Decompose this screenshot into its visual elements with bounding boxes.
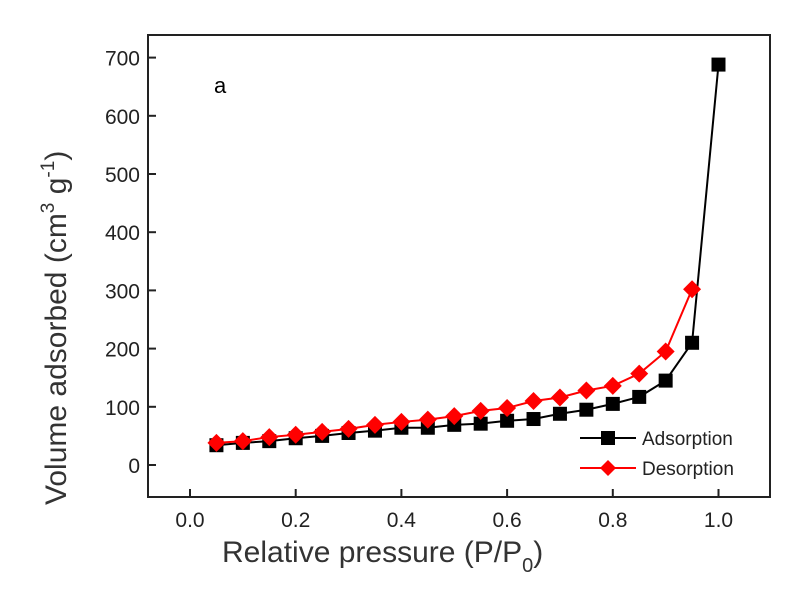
plot-frame: [147, 34, 771, 498]
data-point-adsorption: [552, 406, 567, 421]
data-point-adsorption: [473, 416, 488, 431]
legend-label-adsorption: Adsorption: [642, 429, 733, 450]
x-tick-label: 0.0: [175, 509, 204, 532]
data-point-desorption: [260, 428, 279, 447]
series-line-adsorption: [216, 64, 720, 447]
y-tick-label: 700: [105, 48, 140, 71]
data-point-desorption: [339, 419, 358, 438]
data-point-desorption: [550, 388, 569, 407]
data-point-adsorption: [685, 335, 700, 350]
data-point-desorption: [498, 398, 517, 417]
x-tick-label: 0.2: [281, 509, 310, 532]
y-tick-label: 0: [128, 455, 140, 478]
y-tick-label: 600: [105, 106, 140, 129]
data-point-desorption: [683, 280, 702, 299]
data-point-desorption: [577, 381, 596, 400]
data-point-desorption: [630, 364, 649, 383]
data-point-adsorption: [658, 373, 673, 388]
data-point-desorption: [233, 432, 252, 451]
x-tick-label: 0.4: [387, 509, 417, 532]
data-point-desorption: [471, 401, 490, 420]
legend-label-desorption: Desorption: [642, 459, 734, 480]
data-point-desorption: [392, 412, 411, 431]
data-point-desorption: [313, 422, 332, 441]
y-tick-label: 100: [105, 397, 140, 420]
y-axis-label: Volume adsorbed (cm3 g-1): [38, 151, 73, 505]
data-point-desorption: [207, 433, 226, 452]
y-tick-label: 400: [105, 222, 140, 245]
legend: Adsorption Desorption: [580, 429, 734, 480]
x-tick-label: 1.0: [704, 509, 733, 532]
data-point-adsorption: [500, 413, 515, 428]
legend-marker-adsorption: [601, 431, 615, 445]
legend-marker-desorption: [600, 460, 616, 476]
y-tick-label: 500: [105, 164, 140, 187]
panel-label: a: [214, 73, 227, 98]
data-point-desorption: [524, 391, 543, 410]
data-point-desorption: [418, 410, 437, 429]
data-point-adsorption: [711, 57, 726, 72]
data-point-desorption: [445, 407, 464, 426]
data-point-adsorption: [526, 412, 541, 427]
data-point-desorption: [365, 415, 384, 434]
x-axis-label: Relative pressure (P/P0): [222, 536, 543, 577]
x-tick-label: 0.8: [598, 509, 627, 532]
data-point-desorption: [603, 376, 622, 395]
x-tick-label: 0.6: [492, 509, 521, 532]
data-point-adsorption: [605, 396, 620, 411]
data-point-adsorption: [632, 389, 647, 404]
y-tick-label: 200: [105, 339, 140, 362]
y-tick-label: 300: [105, 280, 140, 303]
data-point-desorption: [656, 342, 675, 361]
data-point-desorption: [286, 425, 305, 444]
data-point-adsorption: [579, 402, 594, 417]
